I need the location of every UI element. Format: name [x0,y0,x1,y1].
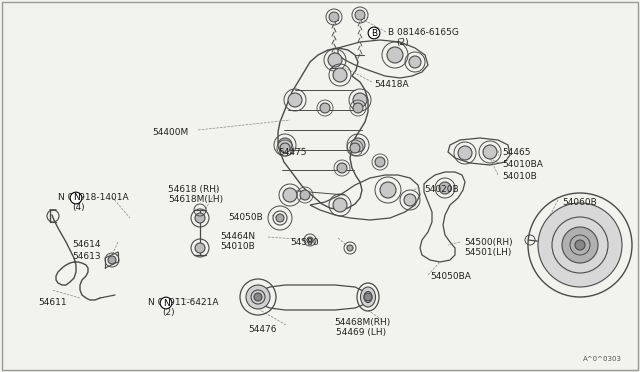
Text: 54618M(LH): 54618M(LH) [168,195,223,204]
Circle shape [404,194,416,206]
Circle shape [307,237,313,243]
Text: 54500(RH): 54500(RH) [464,238,513,247]
Text: 54010BA: 54010BA [502,160,543,169]
Circle shape [562,227,598,263]
Text: 54476: 54476 [248,325,276,334]
Circle shape [364,293,372,301]
Text: 54614: 54614 [72,240,100,249]
Circle shape [283,188,297,202]
Circle shape [458,146,472,160]
Text: (2): (2) [396,38,408,47]
Circle shape [276,214,284,222]
Circle shape [353,93,367,107]
Circle shape [278,138,292,152]
Text: 54050B: 54050B [228,213,263,222]
Text: A^0^0303: A^0^0303 [583,356,622,362]
Text: 54469 (LH): 54469 (LH) [336,328,386,337]
Circle shape [246,285,270,309]
Circle shape [280,143,290,153]
Text: N 08911-6421A: N 08911-6421A [148,298,218,307]
Circle shape [351,138,365,152]
Circle shape [387,47,403,63]
Text: 54010B: 54010B [502,172,537,181]
Circle shape [300,190,310,200]
Text: 54618 (RH): 54618 (RH) [168,185,220,194]
Circle shape [320,103,330,113]
Circle shape [353,103,363,113]
Text: B: B [371,29,377,38]
Text: 54613: 54613 [72,252,100,261]
Circle shape [337,163,347,173]
Text: 54050BA: 54050BA [430,272,471,281]
Circle shape [195,243,205,253]
Text: 54464N: 54464N [220,232,255,241]
Text: N 08918-1401A: N 08918-1401A [58,193,129,202]
Text: 54020B: 54020B [424,185,459,194]
Text: 54010B: 54010B [220,242,255,251]
Circle shape [329,12,339,22]
Text: 54060B: 54060B [562,198,596,207]
Circle shape [375,157,385,167]
Text: (4): (4) [72,203,84,212]
Circle shape [333,198,347,212]
Circle shape [288,93,302,107]
Circle shape [195,213,205,223]
Circle shape [439,182,451,194]
Text: B 08146-6165G: B 08146-6165G [388,28,459,37]
Text: N: N [163,298,170,308]
Circle shape [347,245,353,251]
Circle shape [328,53,342,67]
Text: (2): (2) [162,308,175,317]
Circle shape [108,256,116,264]
Text: N: N [72,193,79,202]
Circle shape [350,143,360,153]
Circle shape [538,203,622,287]
Circle shape [575,240,585,250]
Text: 54418A: 54418A [374,80,408,89]
Text: 54468M(RH): 54468M(RH) [334,318,390,327]
Text: 54501(LH): 54501(LH) [464,248,511,257]
Text: 54611: 54611 [38,298,67,307]
Circle shape [333,68,347,82]
Circle shape [483,145,497,159]
Circle shape [254,293,262,301]
Text: 54465: 54465 [502,148,531,157]
Circle shape [409,56,421,68]
Text: 54580: 54580 [290,238,319,247]
Circle shape [380,182,396,198]
Text: 54475: 54475 [278,148,307,157]
Ellipse shape [360,287,376,307]
Text: 54400M: 54400M [152,128,188,137]
Circle shape [355,10,365,20]
